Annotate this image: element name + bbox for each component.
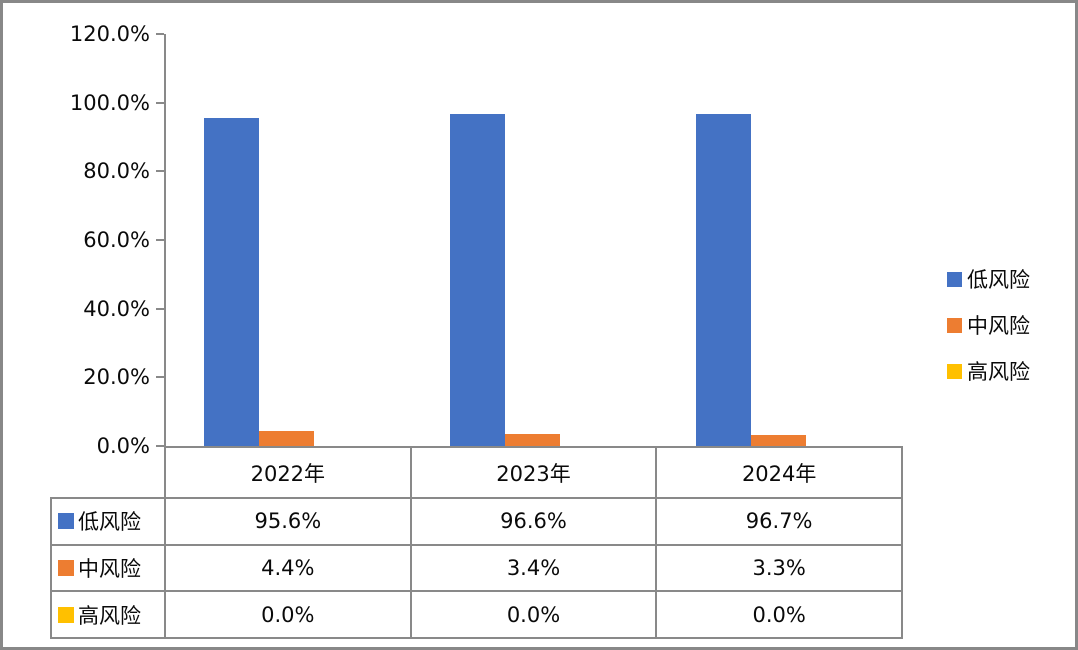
y-axis-tick-label: 0.0% (96, 434, 150, 458)
y-axis-tick-mark (156, 170, 164, 173)
legend-label: 低风险 (967, 268, 1030, 292)
table-value-series2-cat1: 0.0% (409, 590, 656, 637)
legend-swatch-icon (947, 317, 962, 333)
table-value-series2-cat2: 0.0% (655, 590, 901, 637)
legend-item-series2: 高风险 (947, 358, 1030, 384)
data-table: 2022年 2023年 2024年低风险 95.6% 96.6% 96.7% 中风险 4.4%… (50, 446, 903, 639)
table-value-series1-cat2: 3.3% (655, 543, 901, 591)
bar-series1-cat0 (259, 430, 315, 446)
series-name-label: 中风险 (78, 556, 141, 581)
legend-swatch-icon (947, 271, 962, 287)
series-key-swatch-icon (58, 606, 74, 623)
legend: 低风险 中风险 高风险 (947, 266, 1030, 404)
y-axis-tick-label: 80.0% (83, 159, 150, 184)
legend-label: 中风险 (967, 314, 1030, 338)
series-key-swatch-icon (58, 559, 74, 576)
y-axis-tick-mark (156, 376, 164, 379)
bar-series1-cat2 (750, 434, 806, 446)
table-value-series0-cat0: 95.6% (164, 497, 410, 544)
bar-series0-cat0 (204, 117, 260, 446)
y-axis-tick-mark (156, 307, 164, 310)
series-name-label: 低风险 (78, 510, 141, 535)
y-axis-tick-mark (156, 33, 164, 35)
legend-swatch-icon (947, 363, 962, 379)
table-value-series0-cat1: 96.6% (409, 497, 656, 544)
y-axis-tick-mark (156, 239, 164, 241)
bar-series0-cat2 (695, 114, 751, 446)
y-axis-tick-mark (156, 445, 164, 447)
table-value-series1-cat1: 3.4% (409, 543, 656, 591)
y-axis-tick-label: 120.0% (69, 22, 150, 46)
table-corner-empty (50, 446, 164, 497)
legend-label: 高风险 (967, 360, 1030, 384)
table-header-cat0: 2022年 (164, 446, 410, 497)
table-header-cat1: 2023年 (409, 446, 656, 497)
series-key-swatch-icon (58, 513, 74, 530)
y-axis-tick-label: 100.0% (69, 90, 150, 115)
table-header-cat2: 2024年 (655, 446, 901, 497)
y-axis-tick-mark (156, 101, 164, 104)
table-value-series0-cat2: 96.7% (655, 497, 901, 544)
plot-area (164, 34, 901, 446)
y-axis-tick-label: 60.0% (83, 228, 150, 252)
table-value-series2-cat0: 0.0% (164, 590, 410, 637)
table-rowhead-series0: 低风险 (50, 497, 164, 544)
bar-series0-cat1 (450, 114, 505, 446)
table-value-series1-cat0: 4.4% (164, 543, 410, 591)
y-axis-tick-label: 40.0% (83, 296, 150, 321)
bar-series1-cat1 (505, 434, 560, 446)
legend-item-series1: 中风险 (947, 312, 1030, 338)
y-axis-tick-label: 20.0% (83, 365, 150, 390)
table-rowhead-series2: 高风险 (50, 590, 164, 637)
series-name-label: 高风险 (78, 603, 141, 628)
table-rowhead-series1: 中风险 (50, 543, 164, 591)
legend-item-series0: 低风险 (947, 266, 1030, 292)
